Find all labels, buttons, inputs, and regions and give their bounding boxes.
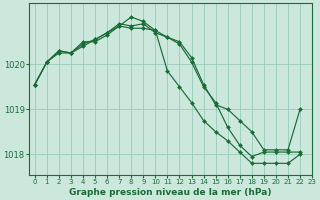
X-axis label: Graphe pression niveau de la mer (hPa): Graphe pression niveau de la mer (hPa) (69, 188, 272, 197)
